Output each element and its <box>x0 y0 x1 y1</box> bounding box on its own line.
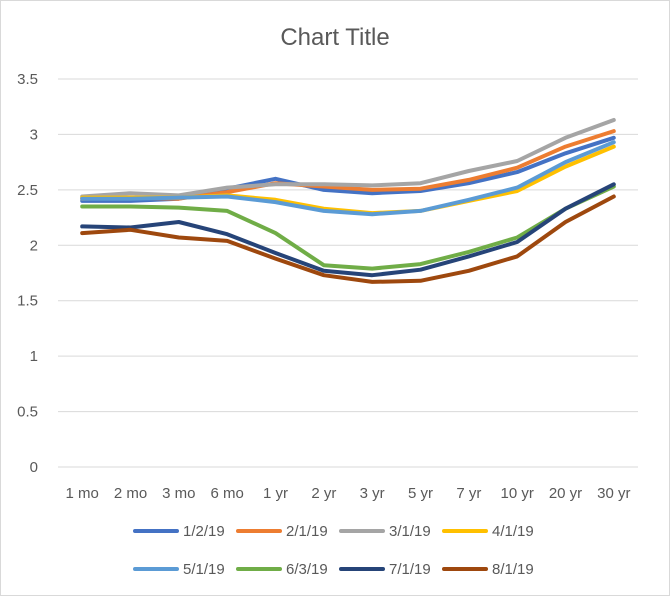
x-tick-label: 1 yr <box>263 485 288 502</box>
x-tick-label: 20 yr <box>549 485 582 502</box>
x-tick-label: 30 yr <box>597 485 630 502</box>
legend-item: 1/2/19 <box>133 523 225 540</box>
legend-label: 1/2/19 <box>183 523 225 540</box>
y-tick-label: 1.5 <box>17 293 38 310</box>
y-tick-label: 0 <box>30 459 38 476</box>
legend-item: 2/1/19 <box>236 523 328 540</box>
series-line-2 <box>80 118 616 199</box>
legend-label: 7/1/19 <box>389 561 431 578</box>
x-tick-label: 2 mo <box>114 485 147 502</box>
y-tick-label: 3 <box>30 126 38 143</box>
legend-label: 8/1/19 <box>492 561 534 578</box>
legend-label: 2/1/19 <box>286 523 328 540</box>
x-tick-label: 3 yr <box>360 485 385 502</box>
legend-item: 5/1/19 <box>133 561 225 578</box>
legend-item: 3/1/19 <box>339 523 431 540</box>
x-tick-label: 6 mo <box>210 485 243 502</box>
legend-item: 6/3/19 <box>236 561 328 578</box>
x-tick-label: 10 yr <box>500 485 533 502</box>
x-tick-label: 5 yr <box>408 485 433 502</box>
legend-label: 4/1/19 <box>492 523 534 540</box>
legend-label: 5/1/19 <box>183 561 225 578</box>
chart-title: Chart Title <box>280 24 389 51</box>
y-tick-label: 0.5 <box>17 404 38 421</box>
legend-label: 3/1/19 <box>389 523 431 540</box>
legend-item: 8/1/19 <box>442 561 534 578</box>
x-tick-label: 2 yr <box>311 485 336 502</box>
x-tick-label: 3 mo <box>162 485 195 502</box>
legend-label: 6/3/19 <box>286 561 328 578</box>
series-line-4 <box>80 140 616 217</box>
x-tick-label: 7 yr <box>456 485 481 502</box>
y-tick-label: 1 <box>30 348 38 365</box>
series-line-6 <box>80 182 616 278</box>
series-line-0 <box>80 135 616 203</box>
series-line-7 <box>80 194 616 284</box>
x-tick-label: 1 mo <box>65 485 98 502</box>
y-tick-label: 2.5 <box>17 182 38 199</box>
series-line-5 <box>80 184 616 271</box>
legend-item: 7/1/19 <box>339 561 431 578</box>
y-tick-label: 3.5 <box>17 71 38 88</box>
y-tick-label: 2 <box>30 237 38 254</box>
legend-item: 4/1/19 <box>442 523 534 540</box>
